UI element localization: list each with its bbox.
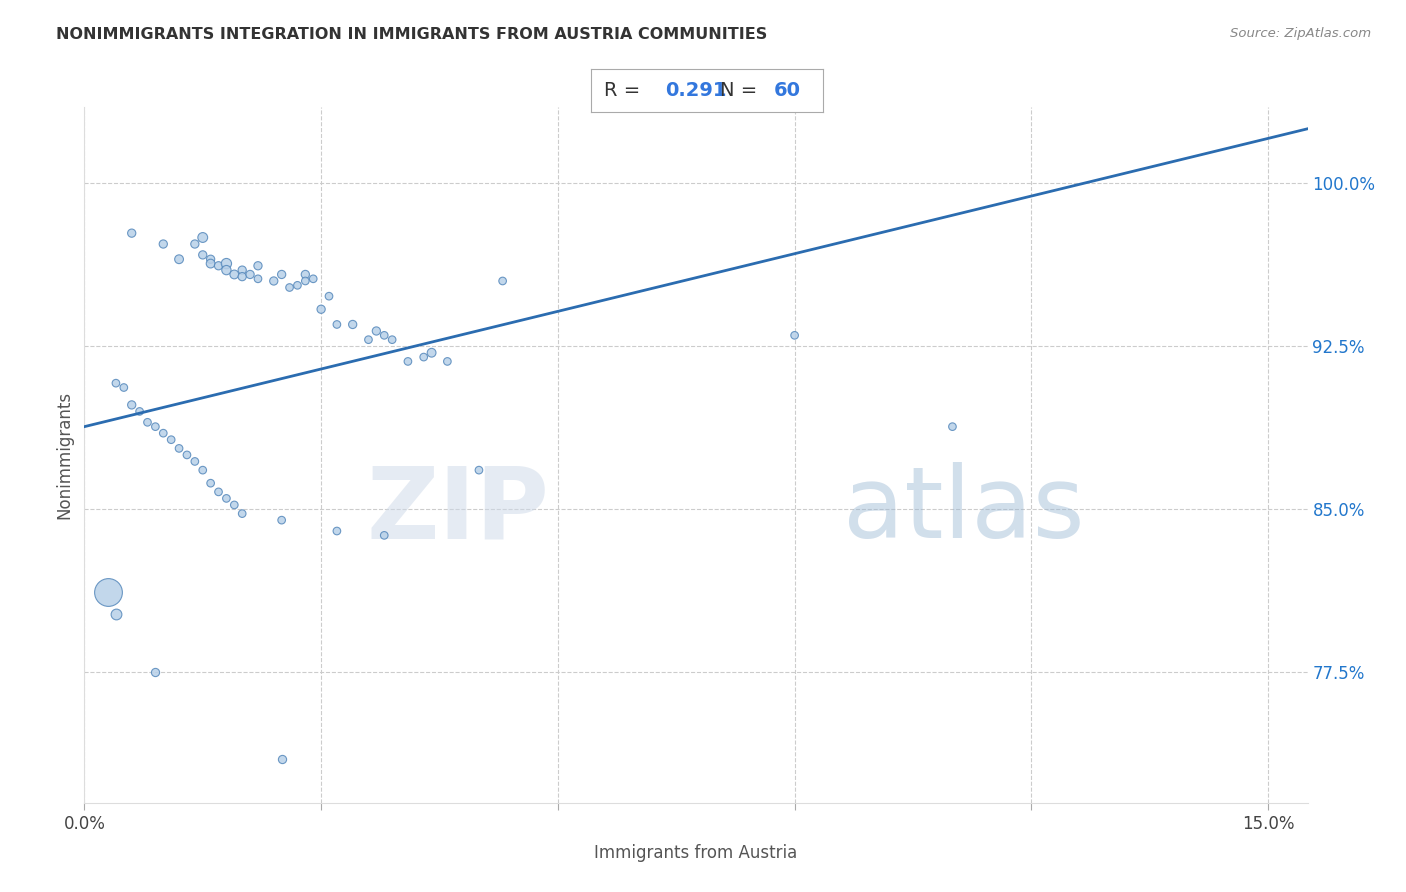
Point (373, 328, 395, 343)
Point (160, 433, 183, 447)
Point (121, 398, 143, 412)
Point (263, 274, 285, 288)
Text: ZIP: ZIP (367, 462, 550, 559)
Point (436, 354, 458, 368)
Text: NONIMMIGRANTS INTEGRATION IN IMMIGRANTS FROM AUSTRIA COMMUNITIES: NONIMMIGRANTS INTEGRATION IN IMMIGRANTS … (56, 27, 768, 42)
Point (191, 463, 214, 477)
Point (167, 442, 190, 456)
Point (396, 354, 419, 368)
Text: R =: R = (605, 80, 647, 100)
Point (309, 302, 332, 317)
Point (97, 585, 120, 599)
Point (191, 248, 214, 262)
X-axis label: Immigrants from Austria: Immigrants from Austria (595, 844, 797, 862)
Point (145, 419, 167, 434)
Point (270, 268, 292, 282)
Point (184, 237, 207, 252)
Point (287, 278, 309, 293)
Point (200, 257, 222, 271)
Point (318, 289, 340, 303)
Text: Source: ZipAtlas.com: Source: ZipAtlas.com (1230, 27, 1371, 40)
Point (373, 528, 395, 542)
Point (200, 252, 222, 267)
Point (184, 454, 207, 468)
Point (357, 333, 380, 347)
Point (231, 507, 253, 521)
Point (152, 237, 174, 252)
Point (941, 419, 963, 434)
Point (104, 376, 127, 391)
Point (246, 259, 269, 273)
Point (783, 328, 806, 343)
Point (167, 252, 190, 267)
Point (294, 274, 316, 288)
Point (231, 269, 253, 284)
Point (224, 268, 246, 282)
Text: 60: 60 (773, 80, 801, 100)
Point (176, 448, 198, 462)
Point (136, 415, 159, 429)
Point (112, 380, 135, 394)
Point (191, 230, 214, 244)
Point (420, 345, 443, 359)
Point (121, 226, 143, 240)
Point (224, 498, 246, 512)
Text: 0.291: 0.291 (665, 80, 727, 100)
Point (145, 665, 167, 680)
Point (270, 513, 292, 527)
Text: N =: N = (720, 80, 763, 100)
Text: atlas: atlas (842, 462, 1084, 559)
Point (468, 463, 491, 477)
Point (231, 263, 253, 277)
Point (326, 318, 349, 332)
Point (207, 259, 229, 273)
Point (342, 318, 364, 332)
Point (326, 524, 349, 538)
Point (294, 268, 316, 282)
Point (239, 268, 262, 282)
Point (152, 426, 174, 441)
Point (381, 333, 404, 347)
Point (491, 274, 513, 288)
Point (246, 272, 269, 286)
Point (215, 491, 238, 506)
Point (128, 404, 150, 418)
Point (278, 280, 301, 294)
Point (302, 272, 325, 286)
Point (104, 607, 127, 621)
Point (215, 257, 238, 271)
Y-axis label: Nonimmigrants: Nonimmigrants (55, 391, 73, 519)
Point (412, 350, 434, 364)
Point (270, 752, 292, 766)
Point (366, 324, 388, 338)
Point (200, 476, 222, 491)
Point (207, 484, 229, 499)
Point (215, 263, 238, 277)
